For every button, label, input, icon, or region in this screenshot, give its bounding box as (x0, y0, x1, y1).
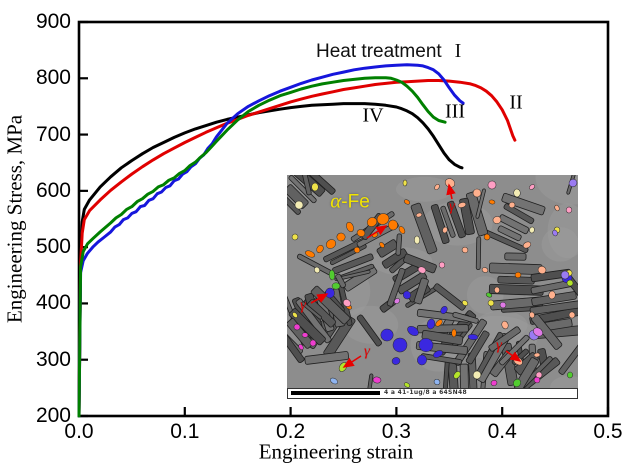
curve-I (77, 63, 465, 418)
plot-frame (77, 20, 610, 418)
micrograph-texture (287, 175, 578, 388)
gamma-arrow (342, 355, 362, 368)
x-axis-title: Engineering strain (258, 439, 414, 464)
y-axis-title: Engineering Stress, MPa (2, 114, 27, 324)
gamma-arrow (446, 183, 456, 200)
curve-label-II: II (509, 91, 523, 114)
curve-III (77, 76, 447, 418)
gamma-arrow (505, 350, 522, 362)
scale-bar (291, 391, 380, 395)
annotation-prefix: Heat treatment (316, 41, 442, 62)
gamma-arrow (310, 293, 329, 304)
alpha-fe-label: α-Fe (330, 189, 370, 214)
gamma-label-top: γ (449, 198, 455, 215)
curve-IV (77, 102, 464, 418)
curve-label-I: I (454, 40, 462, 62)
curve-label-III: III (445, 100, 465, 123)
curve-label-IV: IV (362, 104, 384, 127)
gamma-arrow (366, 225, 388, 239)
alpha-fe-text: -Fe (341, 191, 370, 213)
alpha-symbol: α (330, 188, 342, 213)
inset-infobar: 4 a 41-1ug/8 a 64SN48 (287, 388, 578, 399)
annotation-heat-treatment: Heat treatment I (316, 40, 461, 63)
gamma-label-bottom-right: γ (496, 337, 502, 354)
inset-infobar-text: 4 a 41-1ug/8 a 64SN48 (384, 389, 467, 396)
gamma-label-bottom-left: γ (364, 343, 370, 360)
gamma-label-left: γ (300, 297, 306, 314)
micrograph-image (287, 175, 578, 388)
micrograph-inset: α-Fe γ γ γ γ 4 a 41-1ug/8 a 64SN48 (287, 175, 578, 399)
curve-II (77, 79, 517, 418)
